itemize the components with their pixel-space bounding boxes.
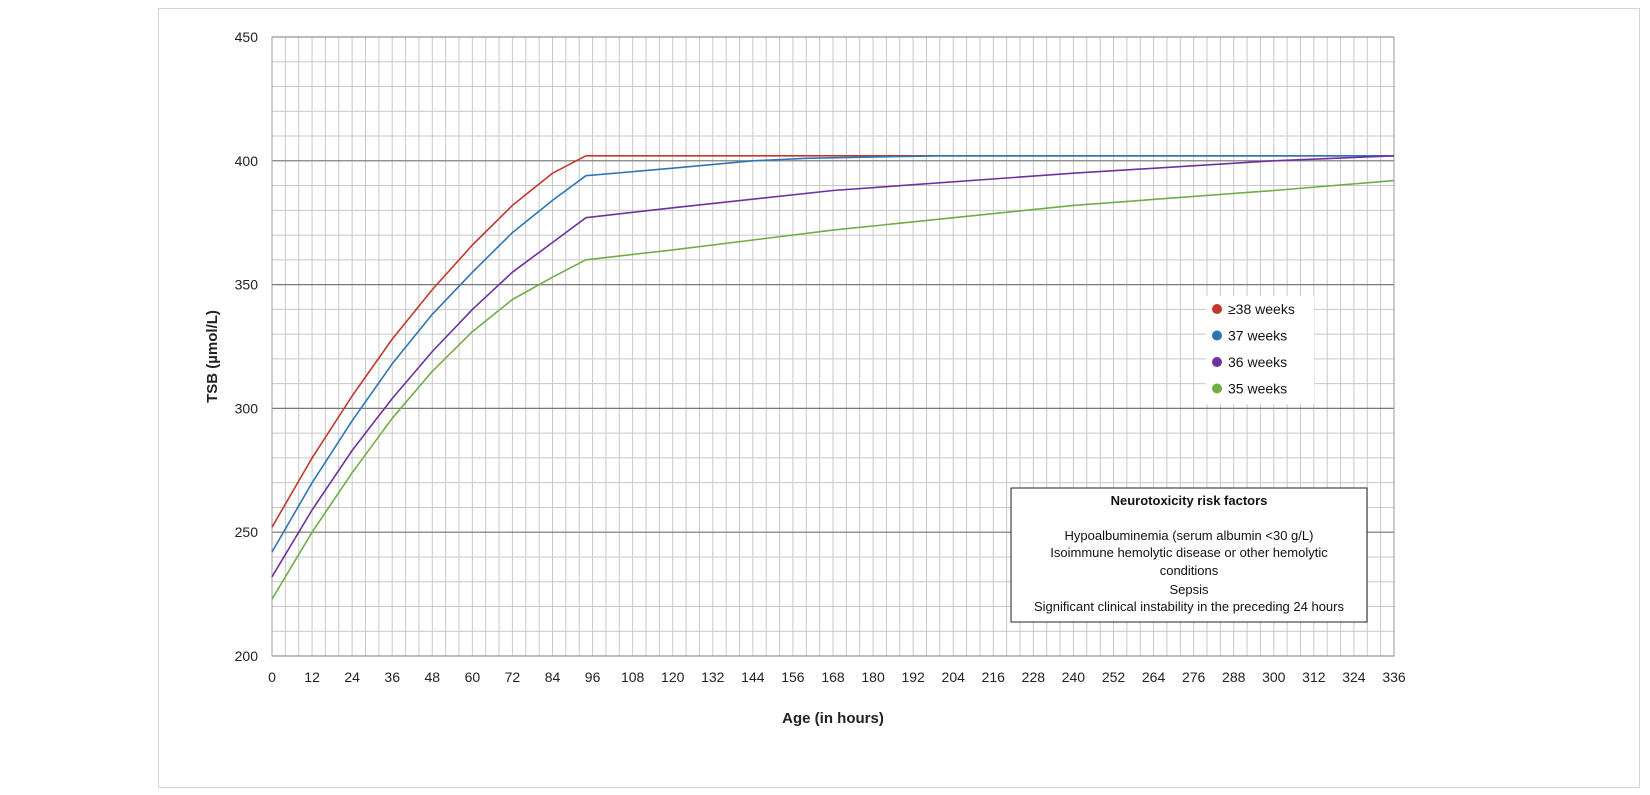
- series-line-0: [271, 155, 1394, 528]
- x-tick-label: 192: [901, 669, 925, 685]
- legend-label-0: ≥38 weeks: [1228, 301, 1295, 317]
- legend-marker-3: [1212, 383, 1222, 394]
- x-tick-label: 276: [1182, 669, 1206, 685]
- y-tick-label: 200: [235, 648, 259, 664]
- x-tick-label: 36: [384, 669, 400, 685]
- x-tick-label: 204: [942, 669, 966, 685]
- series-line-3: [271, 179, 1395, 600]
- x-tick-label: 264: [1142, 669, 1166, 685]
- risk-factor-item: Significant clinical instability in the …: [1034, 599, 1345, 614]
- risk-factor-item: Isoimmune hemolytic disease or other hem…: [1050, 545, 1328, 560]
- x-tick-label: 96: [585, 669, 601, 685]
- x-tick-label: 228: [1022, 669, 1046, 685]
- risk-factor-item: conditions: [1160, 563, 1219, 578]
- legend-background: [1206, 296, 1314, 404]
- x-tick-label: 156: [781, 669, 805, 685]
- x-tick-label: 300: [1262, 669, 1286, 685]
- y-tick-label: 400: [235, 153, 259, 169]
- x-tick-label: 132: [701, 669, 725, 685]
- series-line-2: [271, 155, 1395, 578]
- x-tick-label: 48: [424, 669, 440, 685]
- x-tick-label: 120: [661, 669, 685, 685]
- x-tick-label: 60: [465, 669, 481, 685]
- legend-marker-2: [1212, 357, 1222, 367]
- series-lines: [271, 155, 1395, 600]
- x-axis-title: Age (in hours): [782, 710, 884, 727]
- x-tick-label: 324: [1342, 669, 1366, 685]
- x-tick-label: 288: [1222, 669, 1246, 685]
- x-tick-label: 144: [741, 669, 765, 685]
- legend-label-1: 37 weeks: [1228, 328, 1287, 344]
- legend-marker-0: [1212, 304, 1222, 314]
- legend: ≥38 weeks 37 weeks 36 weeks 35 weeks: [1206, 296, 1314, 404]
- legend-label-2: 36 weeks: [1228, 354, 1287, 370]
- x-tick-label: 252: [1102, 669, 1126, 685]
- x-tick-label: 336: [1382, 669, 1406, 685]
- risk-factor-item: Sepsis: [1169, 582, 1209, 597]
- x-tick-label: 216: [982, 669, 1006, 685]
- y-tick-label: 250: [235, 524, 259, 540]
- x-tick-label: 312: [1302, 669, 1326, 685]
- x-tick-label: 12: [304, 669, 320, 685]
- x-tick-label: 180: [861, 669, 885, 685]
- risk-factors-box: Neurotoxicity risk factors Hypoalbuminem…: [1010, 487, 1368, 623]
- x-tick-label: 72: [505, 669, 521, 685]
- x-tick-label: 24: [344, 669, 360, 685]
- x-tick-label: 108: [621, 669, 645, 685]
- series-line-1: [271, 155, 1394, 553]
- x-tick-label: 84: [545, 669, 561, 685]
- x-axis-tick-labels: 0 12 24 36 48 60 72 84 96 108 120 132 144 156 168 180 19…: [268, 669, 1406, 685]
- risk-factors-border: [1010, 487, 1368, 623]
- legend-label-3: 35 weeks: [1228, 381, 1287, 397]
- y-axis-title: TSB (µmol/L): [204, 310, 221, 403]
- y-axis-tick-labels: 200 250 300 350 400 450: [235, 29, 259, 664]
- risk-factors-list: Hypoalbuminemia (serum albumin <30 g/L) I…: [1034, 528, 1345, 614]
- plot-area-border: [271, 36, 1395, 657]
- x-tick-label: 168: [821, 669, 845, 685]
- legend-marker-1: [1212, 330, 1222, 341]
- y-tick-label: 300: [235, 400, 259, 416]
- y-tick-label: 450: [235, 29, 259, 45]
- x-tick-label: 0: [268, 669, 276, 685]
- chart-frame: [158, 8, 1640, 788]
- risk-factor-item: Hypoalbuminemia (serum albumin <30 g/L): [1065, 528, 1314, 543]
- y-tick-label: 350: [235, 277, 259, 293]
- risk-factors-title: Neurotoxicity risk factors: [1111, 493, 1268, 508]
- x-tick-label: 240: [1062, 669, 1086, 685]
